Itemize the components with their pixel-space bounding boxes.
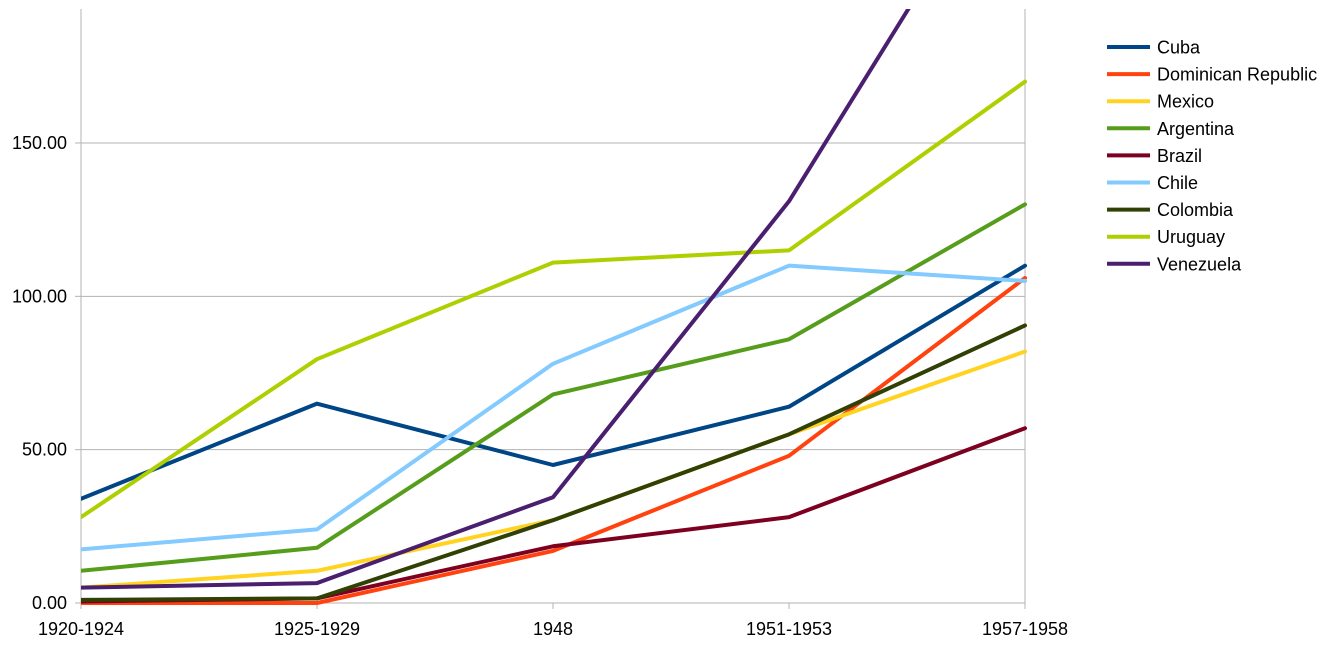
legend-item: Uruguay bbox=[1107, 227, 1225, 247]
x-tick-label: 1925-1929 bbox=[274, 619, 360, 639]
x-tick-labels: 1920-1924 1925-1929 1948 1951-1953 1957-1958 bbox=[38, 619, 1068, 639]
grid-lines bbox=[81, 142, 1025, 451]
legend-item: Colombia bbox=[1107, 200, 1234, 220]
legend-item: Dominican Republic bbox=[1107, 65, 1317, 85]
legend: Cuba Dominican Republic Mexico Argentina Bra… bbox=[1107, 38, 1317, 274]
legend-item: Cuba bbox=[1107, 38, 1201, 58]
series-line-cuba bbox=[81, 263, 1027, 501]
legend-item: Brazil bbox=[1107, 146, 1202, 166]
y-tick-label: 100.00 bbox=[12, 286, 67, 306]
series-line-chile bbox=[81, 263, 1027, 552]
legend-item: Chile bbox=[1107, 173, 1198, 193]
legend-label: Cuba bbox=[1157, 38, 1201, 58]
series-line-venezuela bbox=[81, 9, 911, 590]
x-tick-label: 1920-1924 bbox=[38, 619, 124, 639]
legend-label: Argentina bbox=[1157, 119, 1235, 139]
legend-item: Venezuela bbox=[1107, 254, 1242, 274]
legend-label: Uruguay bbox=[1157, 227, 1225, 247]
legend-label: Chile bbox=[1157, 173, 1198, 193]
y-tick-label: 0.00 bbox=[32, 593, 67, 613]
legend-label: Mexico bbox=[1157, 92, 1214, 112]
series-line-colombia bbox=[81, 323, 1027, 602]
legend-item: Mexico bbox=[1107, 92, 1214, 112]
legend-label: Colombia bbox=[1157, 200, 1234, 220]
legend-label: Venezuela bbox=[1157, 254, 1242, 274]
x-tick-label: 1951-1953 bbox=[746, 619, 832, 639]
series-line-brazil bbox=[81, 426, 1027, 604]
x-tick-label: 1948 bbox=[533, 619, 573, 639]
series-lines bbox=[81, 9, 1027, 605]
legend-label: Dominican Republic bbox=[1157, 65, 1317, 85]
x-tick-label: 1957-1958 bbox=[982, 619, 1068, 639]
y-tick-label: 150.00 bbox=[12, 133, 67, 153]
legend-label: Brazil bbox=[1157, 146, 1202, 166]
series-line-argentina bbox=[81, 202, 1027, 573]
y-tick-labels: 0.00 50.00 100.00 150.00 bbox=[12, 133, 67, 613]
series-line-uruguay bbox=[81, 79, 1027, 520]
y-tick-label: 50.00 bbox=[22, 440, 67, 460]
legend-item: Argentina bbox=[1107, 119, 1235, 139]
